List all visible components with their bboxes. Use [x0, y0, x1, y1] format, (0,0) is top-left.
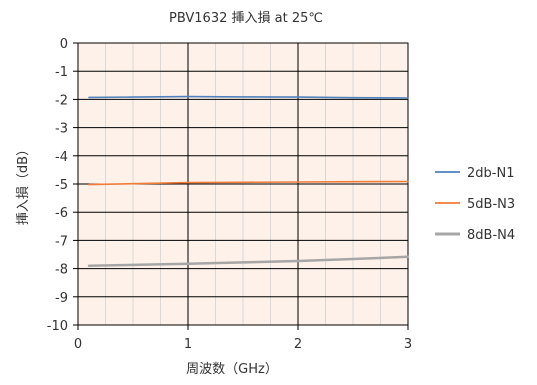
chart-title: PBV1632 挿入損 at 25℃ — [169, 11, 323, 26]
y-tick-label: -7 — [55, 234, 68, 249]
y-tick-label: -8 — [55, 263, 68, 278]
series-line — [88, 95, 409, 99]
axis-layer: 0 -1 -2 -3 -4 -5 -6 -7 -8 -9 -10 0 1 2 3 — [47, 37, 412, 352]
y-tick-label: -2 — [55, 93, 68, 108]
legend: 2db-N1 5dB-N3 8dB-N4 — [435, 166, 515, 243]
x-tick-label: 1 — [184, 337, 192, 352]
x-tick-label: 0 — [74, 337, 82, 352]
y-tick-label: -3 — [55, 122, 68, 137]
grid-layer — [77, 42, 409, 326]
y-tick-label: -1 — [55, 65, 68, 80]
y-tick-label: -9 — [55, 291, 68, 306]
y-tick-label: 0 — [60, 37, 68, 52]
y-tick-label: -6 — [55, 206, 68, 221]
series-line — [88, 180, 409, 186]
legend-label: 5dB-N3 — [467, 197, 515, 212]
x-tick-label: 3 — [404, 337, 412, 352]
legend-label: 8dB-N4 — [467, 228, 515, 243]
y-tick-label: -4 — [55, 150, 68, 165]
y-tick-label: -5 — [55, 178, 68, 193]
x-tick-label: 2 — [294, 337, 302, 352]
series-line — [87, 255, 410, 268]
y-tick-label: -10 — [47, 319, 68, 334]
y-axis-label: 挿入損（dB） — [16, 143, 31, 225]
legend-label: 2db-N1 — [467, 166, 514, 181]
x-axis-label: 周波数（GHz） — [186, 362, 278, 377]
series-layer — [87, 95, 410, 268]
